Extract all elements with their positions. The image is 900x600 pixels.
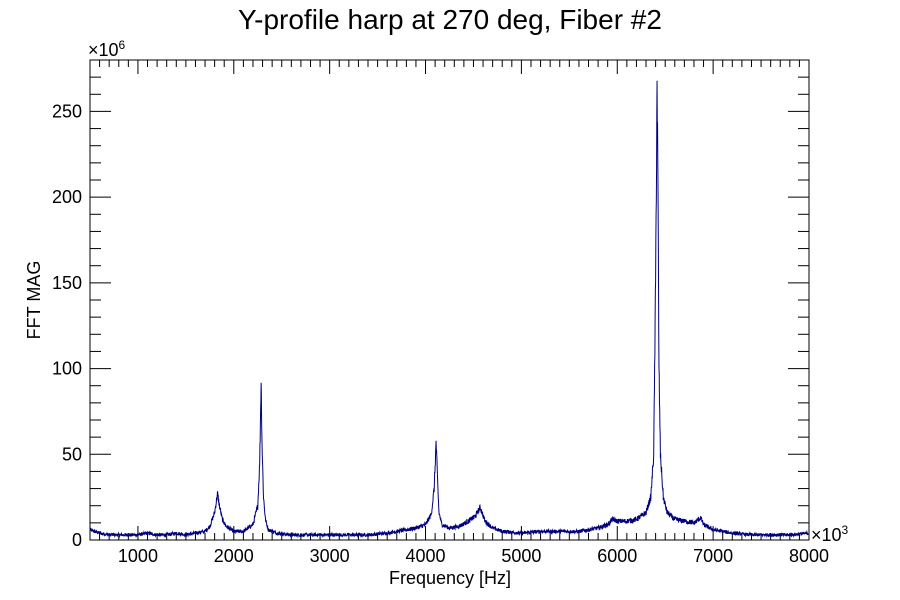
tick-labels: 1000 2000 3000 4000 5000 6000 7000 8000 0 50 100 15… xyxy=(52,101,829,566)
y-tick-label: 0 xyxy=(72,530,82,550)
series-line xyxy=(89,80,810,539)
x-tick-label: 8000 xyxy=(789,546,829,566)
y-tick-label: 150 xyxy=(52,273,82,293)
x-tick-label: 5000 xyxy=(501,546,541,566)
tick-marks xyxy=(89,59,810,541)
plot-frame xyxy=(89,59,810,541)
x-tick-label: 6000 xyxy=(597,546,637,566)
x-tick-label: 4000 xyxy=(406,546,446,566)
y-tick-label: 100 xyxy=(52,359,82,379)
x-tick-label: 7000 xyxy=(693,546,733,566)
y-multiplier: ×106 xyxy=(88,38,126,60)
chart-title: Y-profile harp at 270 deg, Fiber #2 xyxy=(238,4,662,35)
y-axis-label: FFT MAG xyxy=(24,261,44,340)
x-tick-label: 2000 xyxy=(214,546,254,566)
y-tick-label: 250 xyxy=(52,101,82,121)
x-axis-label: Frequency [Hz] xyxy=(389,568,511,588)
x-tick-label: 3000 xyxy=(310,546,350,566)
y-tick-label: 200 xyxy=(52,187,82,207)
y-tick-label: 50 xyxy=(62,444,82,464)
x-multiplier: ×103 xyxy=(811,523,849,545)
x-tick-label: 1000 xyxy=(118,546,158,566)
